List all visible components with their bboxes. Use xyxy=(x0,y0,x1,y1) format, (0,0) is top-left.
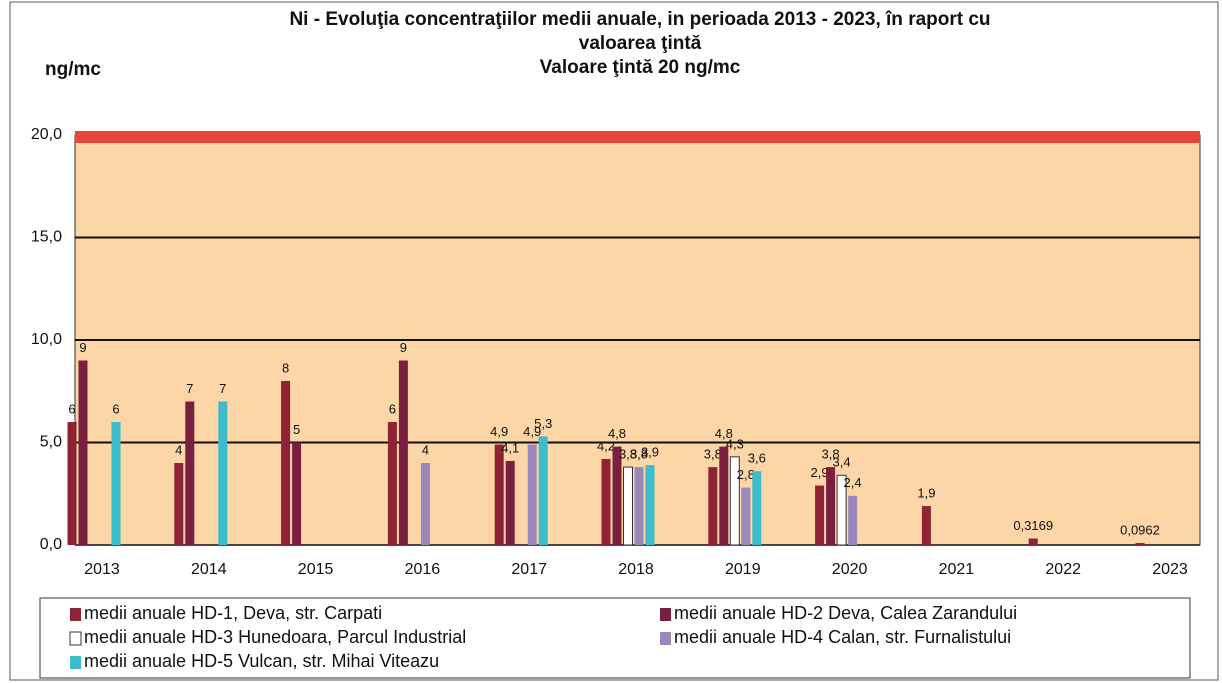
bar xyxy=(387,422,397,545)
x-tick-label: 2021 xyxy=(939,561,975,578)
bar xyxy=(67,422,77,545)
legend-swatch xyxy=(69,631,82,646)
data-label: 3,8 xyxy=(704,447,722,462)
bar xyxy=(1135,543,1145,545)
bar xyxy=(292,442,302,545)
bar xyxy=(527,444,537,545)
bar xyxy=(645,465,655,545)
legend-swatch xyxy=(70,656,81,669)
legend-swatch xyxy=(70,608,81,621)
bar xyxy=(741,487,751,545)
data-label: 3,4 xyxy=(833,455,851,470)
legend-label: medii anuale HD-5 Vulcan, str. Mihai Vit… xyxy=(84,651,439,671)
data-label: 6 xyxy=(68,401,75,416)
legend-label: medii anuale HD-1, Deva, str. Carpati xyxy=(84,603,382,623)
data-label: 3,9 xyxy=(641,444,659,459)
bar xyxy=(752,471,762,545)
bar xyxy=(836,474,847,546)
legend-swatch xyxy=(660,608,671,621)
data-label: 4 xyxy=(175,442,182,457)
x-tick-label: 2014 xyxy=(191,561,227,578)
data-label: 3,6 xyxy=(748,451,766,466)
data-label: 8 xyxy=(282,360,289,375)
bar xyxy=(634,467,644,545)
data-label: 9 xyxy=(400,340,407,355)
y-tick-label: 0,0 xyxy=(40,536,62,553)
chart-title: Ni - Evoluţia concentraţiilor medii anua… xyxy=(289,9,990,30)
y-axis-label: ng/mc xyxy=(45,59,101,80)
legend-label: medii anuale HD-4 Calan, str. Furnalistu… xyxy=(674,627,1011,647)
bar xyxy=(494,444,504,545)
x-tick-label: 2013 xyxy=(84,561,120,578)
bar xyxy=(708,467,718,545)
legend xyxy=(39,597,1191,679)
data-label: 6 xyxy=(112,401,119,416)
legend-swatch xyxy=(660,632,671,645)
data-label: 4,3 xyxy=(726,436,744,451)
x-tick-label: 2015 xyxy=(298,561,334,578)
bar xyxy=(420,463,430,545)
chart-title: Valoare ţintă 20 ng/mc xyxy=(540,57,741,78)
data-label: 4,9 xyxy=(523,424,541,439)
bar xyxy=(398,360,408,545)
x-tick-label: 2020 xyxy=(832,561,868,578)
data-label: 4 xyxy=(422,442,429,457)
data-label: 9 xyxy=(79,340,86,355)
bar xyxy=(848,495,858,545)
data-label: 4,8 xyxy=(608,426,626,441)
x-tick-label: 2017 xyxy=(511,561,547,578)
y-tick-label: 20,0 xyxy=(31,126,62,143)
bar xyxy=(78,360,88,545)
chart-title: valoarea ţintă xyxy=(579,33,702,54)
data-label: 0,0962 xyxy=(1120,522,1160,537)
x-tick-label: 2018 xyxy=(618,561,654,578)
data-label: 2,4 xyxy=(844,475,862,490)
bar xyxy=(538,436,548,545)
x-tick-label: 2022 xyxy=(1045,561,1081,578)
data-label: 4,2 xyxy=(597,438,615,453)
bar xyxy=(815,485,825,545)
data-label: 3,8 xyxy=(630,447,648,462)
bar xyxy=(612,446,622,545)
data-label: 0,3169 xyxy=(1013,518,1053,533)
legend-label: medii anuale HD-3 Hunedoara, Parcul Indu… xyxy=(84,627,466,647)
bar xyxy=(729,456,740,546)
bar xyxy=(719,446,729,545)
data-label: 4,8 xyxy=(715,426,733,441)
data-label: 4,1 xyxy=(501,440,519,455)
data-label: 2,8 xyxy=(737,467,755,482)
data-label: 5,3 xyxy=(534,416,552,431)
data-label: 3,8 xyxy=(822,447,840,462)
bar xyxy=(601,458,611,545)
data-label: 7 xyxy=(219,381,226,396)
data-label: 4,9 xyxy=(490,424,508,439)
bar xyxy=(281,381,291,545)
y-tick-label: 10,0 xyxy=(31,331,62,348)
bar xyxy=(1028,538,1038,545)
y-tick-label: 5,0 xyxy=(40,434,62,451)
data-label: 1,9 xyxy=(917,485,935,500)
bar xyxy=(185,401,195,545)
bar xyxy=(111,422,121,545)
bar xyxy=(623,466,633,546)
target-band xyxy=(75,131,1200,143)
x-tick-label: 2023 xyxy=(1152,561,1188,578)
x-tick-label: 2019 xyxy=(725,561,761,578)
data-label: 5 xyxy=(293,422,300,437)
data-label: 7 xyxy=(186,381,193,396)
bar xyxy=(218,401,228,545)
bar xyxy=(174,463,184,545)
data-label: 6 xyxy=(389,401,396,416)
data-label: 2,9 xyxy=(811,465,829,480)
bar xyxy=(921,506,931,545)
x-tick-label: 2016 xyxy=(405,561,441,578)
bar xyxy=(505,460,515,545)
y-tick-label: 15,0 xyxy=(31,229,62,246)
legend-label: medii anuale HD-2 Deva, Calea Zarandului xyxy=(674,603,1017,623)
data-label: 3,8 xyxy=(619,447,637,462)
bar xyxy=(826,467,836,545)
